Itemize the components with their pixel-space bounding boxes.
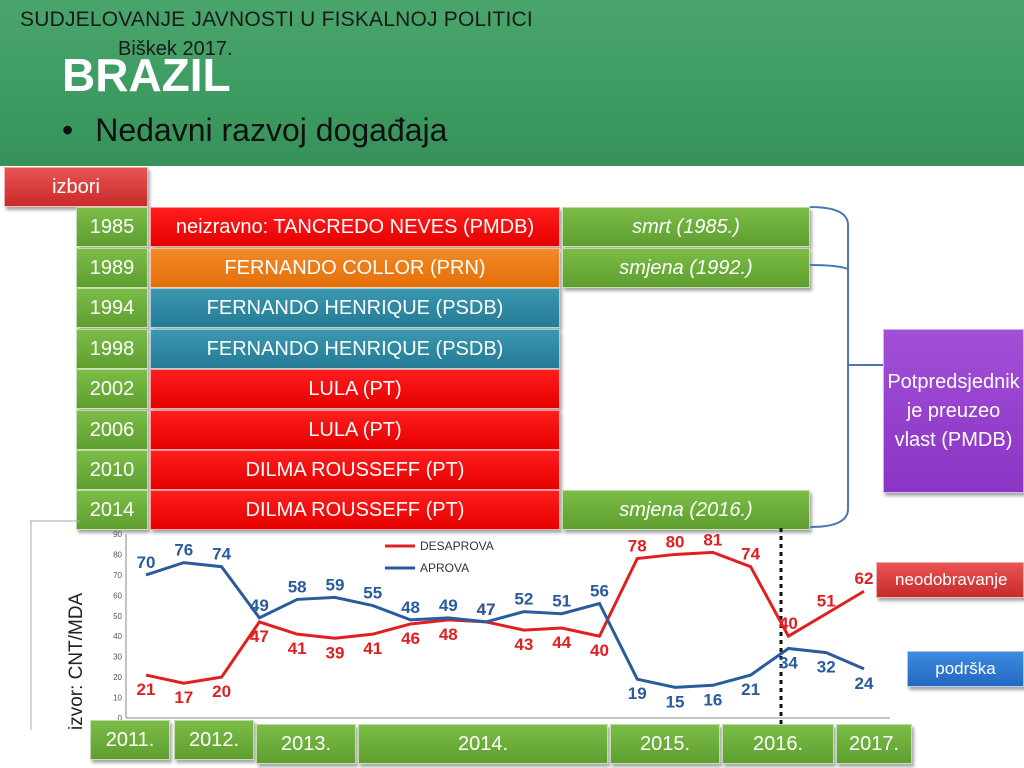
vice-president-box[interactable]: Potpredsjednik je preuzeo vlast (PMDB): [883, 329, 1024, 493]
data-label: 21: [137, 680, 156, 699]
timeline-2012[interactable]: 2012.: [174, 720, 254, 760]
y-tick-label: 30: [113, 653, 122, 662]
timeline-2013[interactable]: 2013.: [256, 724, 356, 764]
data-label: 49: [439, 596, 458, 615]
timeline-2014[interactable]: 2014.: [358, 724, 608, 764]
y-tick-label: 10: [113, 694, 122, 703]
presentation-subtitle: Biškek 2017.: [118, 38, 233, 60]
y-tick-label: 80: [113, 550, 122, 559]
data-label: 34: [779, 653, 798, 672]
year-1985[interactable]: 1985: [76, 207, 148, 247]
series-line-aprova: [145, 561, 865, 689]
note-1985[interactable]: smrt (1985.): [562, 207, 810, 247]
data-label: 76: [174, 541, 193, 560]
y-tick-label: 70: [113, 571, 122, 580]
data-label: 62: [855, 569, 874, 588]
data-label: 51: [552, 592, 571, 611]
data-label: 55: [363, 584, 382, 603]
president-1989[interactable]: FERNANDO COLLOR (PRN): [150, 248, 560, 288]
legend-aprova-label: APROVA: [420, 561, 469, 575]
y-tick-label: 20: [113, 673, 122, 682]
year-2014[interactable]: 2014: [76, 490, 148, 530]
year-1989[interactable]: 1989: [76, 248, 148, 288]
izbori-button[interactable]: izbori: [4, 167, 148, 207]
data-label: 24: [855, 674, 874, 693]
note-2014[interactable]: smjena (2016.): [562, 490, 810, 530]
year-1994[interactable]: 1994: [76, 288, 148, 328]
data-label: 15: [666, 692, 685, 711]
data-label: 78: [628, 537, 647, 556]
data-label: 47: [250, 627, 269, 646]
data-label: 74: [212, 545, 231, 564]
data-label: 48: [401, 598, 420, 617]
data-label: 40: [590, 641, 609, 660]
president-1994[interactable]: FERNANDO HENRIQUE (PSDB): [150, 288, 560, 328]
data-label: 32: [817, 658, 836, 677]
data-label: 41: [288, 639, 307, 658]
legend-support-button[interactable]: podrška: [907, 651, 1024, 687]
data-label: 39: [325, 643, 344, 662]
data-label: 81: [703, 530, 722, 549]
data-label: 40: [779, 614, 798, 633]
bracket-connector: [809, 206, 884, 528]
timeline-2011[interactable]: 2011.: [90, 720, 170, 760]
data-label: 48: [439, 625, 458, 644]
data-label: 41: [363, 639, 382, 658]
y-tick-label: 90: [113, 530, 122, 539]
data-label: 51: [817, 592, 836, 611]
y-tick-label: 50: [113, 612, 122, 621]
y-tick-label: 40: [113, 632, 122, 641]
president-2014[interactable]: DILMA ROUSSEFF (PT): [150, 490, 560, 530]
data-label: 74: [741, 545, 760, 564]
data-label: 56: [590, 582, 609, 601]
president-2006[interactable]: LULA (PT): [150, 410, 560, 450]
data-label: 59: [325, 575, 344, 594]
data-label: 20: [212, 682, 231, 701]
timeline-2017[interactable]: 2017.: [836, 724, 912, 764]
data-label: 46: [401, 629, 420, 648]
president-1998[interactable]: FERNANDO HENRIQUE (PSDB): [150, 329, 560, 369]
approval-chart: 0 10 20 30 40 50 60 70 80 90 DESAPROVA APROVA 21 1…: [30, 520, 890, 730]
data-label: 19: [628, 684, 647, 703]
data-label: 17: [174, 688, 193, 707]
bullet-item: • Nedavni razvoj događaja: [62, 112, 447, 149]
slide-heading: BRAZIL: [62, 49, 231, 101]
y-tick-label: 0: [118, 714, 123, 723]
legend-desaprova-label: DESAPROVA: [420, 539, 494, 553]
series-line-desaprova: [145, 550, 865, 685]
year-1998[interactable]: 1998: [76, 329, 148, 369]
presentation-title: SUDJELOVANJE JAVNOSTI U FISKALNOJ POLITI…: [20, 8, 533, 31]
year-2006[interactable]: 2006: [76, 410, 148, 450]
data-label: 43: [514, 635, 533, 654]
legend-disapproval-button[interactable]: neodobravanje: [876, 562, 1024, 598]
timeline-2015[interactable]: 2015.: [610, 724, 720, 764]
timeline-2016[interactable]: 2016.: [722, 724, 834, 764]
data-label: 58: [288, 577, 307, 596]
data-label: 44: [552, 633, 571, 652]
president-1985[interactable]: neizravno: TANCREDO NEVES (PMDB): [150, 207, 560, 247]
y-tick-label: 60: [113, 591, 122, 600]
data-label: 47: [477, 600, 496, 619]
president-2010[interactable]: DILMA ROUSSEFF (PT): [150, 450, 560, 490]
data-label: 49: [250, 596, 269, 615]
source-label: izvor: CNT/MDA: [66, 592, 87, 730]
president-2002[interactable]: LULA (PT): [150, 369, 560, 409]
title-banner: SUDJELOVANJE JAVNOSTI U FISKALNOJ POLITI…: [0, 0, 1024, 166]
data-label: 16: [703, 690, 722, 709]
year-2002[interactable]: 2002: [76, 369, 148, 409]
bullet-icon: •: [62, 112, 74, 148]
year-2010[interactable]: 2010: [76, 450, 148, 490]
data-label: 70: [137, 553, 156, 572]
note-1989[interactable]: smjena (1992.): [562, 248, 810, 288]
data-label: 52: [514, 590, 533, 609]
bullet-text: Nedavni razvoj događaja: [95, 112, 448, 148]
data-label: 21: [741, 680, 760, 699]
data-label: 80: [666, 532, 685, 551]
data-label: 47: [477, 600, 496, 619]
